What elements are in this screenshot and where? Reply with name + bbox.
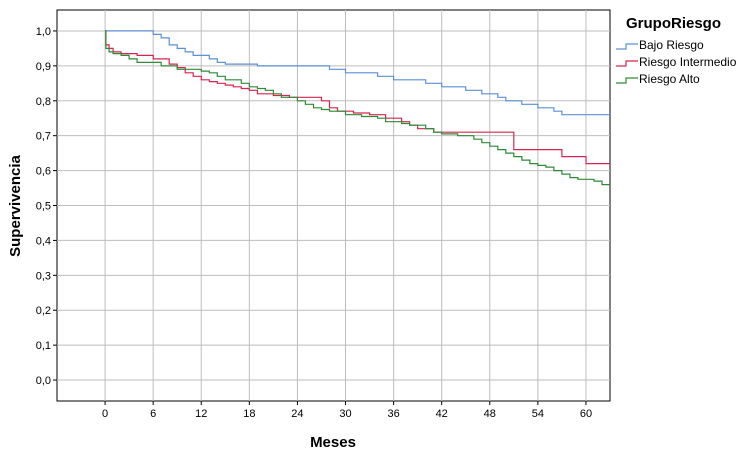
x-tick-label: 60 bbox=[580, 408, 592, 420]
y-axis: 0,0 0,1 0,2 0,3 0,4 0,5 0,6 0,7 0,8 0,9 1,0 bbox=[36, 26, 57, 387]
legend-label: Riesgo Alto bbox=[639, 72, 700, 86]
legend-title: GrupoRiesgo bbox=[626, 15, 721, 32]
y-tick-label: 0,6 bbox=[36, 166, 51, 178]
legend-swatch bbox=[616, 43, 638, 50]
y-tick-label: 0,4 bbox=[36, 235, 51, 247]
x-tick-label: 12 bbox=[195, 408, 207, 420]
legend-item-bajo-riesgo: Bajo Riesgo bbox=[616, 38, 704, 52]
y-tick-label: 0,1 bbox=[36, 340, 51, 352]
y-tick-label: 0,3 bbox=[36, 270, 51, 282]
legend: GrupoRiesgo Bajo Riesgo Riesgo Intermedio… bbox=[616, 15, 737, 86]
y-tick-label: 0,7 bbox=[36, 131, 51, 143]
legend-swatch bbox=[616, 60, 638, 67]
y-tick-label: 1,0 bbox=[36, 26, 51, 38]
x-tick-label: 54 bbox=[532, 408, 544, 420]
y-axis-title: Supervivencia bbox=[7, 154, 24, 256]
x-axis: 0 6 12 18 24 30 36 42 48 54 60 bbox=[102, 401, 592, 420]
y-tick-label: 0,2 bbox=[36, 305, 51, 317]
x-tick-label: 0 bbox=[102, 408, 108, 420]
series-line-bajo-riesgo bbox=[105, 30, 610, 116]
series-group bbox=[105, 30, 610, 186]
y-tick-label: 0,9 bbox=[36, 61, 51, 73]
x-tick-label: 48 bbox=[484, 408, 496, 420]
x-tick-label: 18 bbox=[243, 408, 255, 420]
grid bbox=[57, 10, 610, 401]
legend-item-riesgo-intermedio: Riesgo Intermedio bbox=[616, 55, 737, 69]
x-tick-label: 42 bbox=[436, 408, 448, 420]
x-tick-label: 24 bbox=[291, 408, 303, 420]
series-line-riesgo-alto bbox=[105, 30, 610, 186]
legend-label: Riesgo Intermedio bbox=[639, 55, 737, 69]
y-tick-label: 0,0 bbox=[36, 375, 51, 387]
x-tick-label: 30 bbox=[339, 408, 351, 420]
x-axis-title: Meses bbox=[310, 434, 356, 451]
legend-swatch bbox=[616, 77, 638, 84]
legend-label: Bajo Riesgo bbox=[639, 38, 704, 52]
x-tick-label: 6 bbox=[150, 408, 156, 420]
y-tick-label: 0,5 bbox=[36, 201, 51, 213]
x-tick-label: 36 bbox=[387, 408, 399, 420]
y-tick-label: 0,8 bbox=[36, 96, 51, 108]
legend-item-riesgo-alto: Riesgo Alto bbox=[616, 72, 700, 86]
